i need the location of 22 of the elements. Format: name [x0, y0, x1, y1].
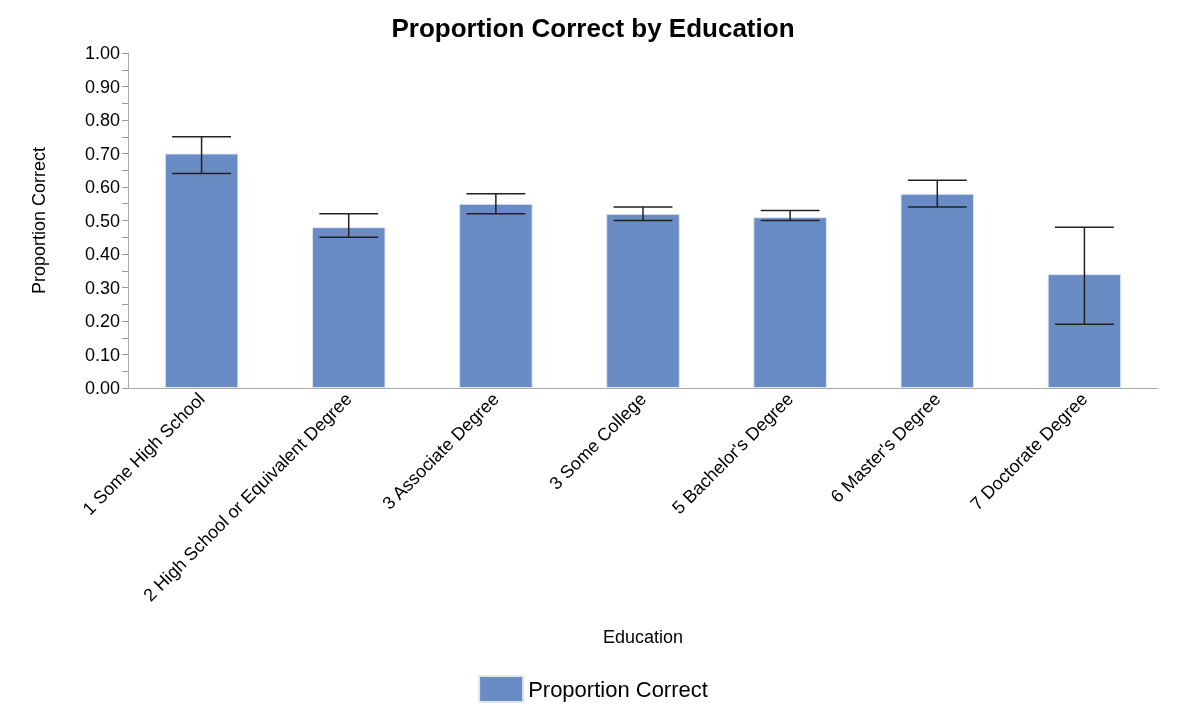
bar — [311, 227, 386, 388]
y-tick-label: 0.20 — [84, 311, 120, 331]
bar — [606, 213, 680, 388]
y-tick-label: 0.60 — [84, 177, 120, 197]
y-tick-label: 0.40 — [84, 244, 120, 264]
bar — [164, 153, 239, 388]
y-tick-label: 0.10 — [84, 344, 120, 365]
y-tick-label: 0.90 — [84, 76, 120, 97]
legend-label: Proportion Correct — [528, 676, 708, 702]
chart-title: Proportion Correct by Education — [391, 13, 795, 43]
bar — [459, 203, 533, 388]
y-tick-label: 0.70 — [84, 143, 120, 164]
y-axis-title: Proportion Correct — [29, 146, 49, 295]
y-tick-label: 0.00 — [84, 378, 120, 398]
bar — [900, 193, 975, 388]
x-axis-title: Education — [602, 627, 684, 647]
y-tick-label: 0.80 — [84, 110, 120, 130]
y-tick-label: 1.00 — [84, 43, 120, 63]
y-tick-label: 0.50 — [84, 210, 120, 231]
bar — [1047, 274, 1122, 388]
bar — [753, 217, 827, 388]
y-tick-label: 0.30 — [84, 277, 120, 298]
